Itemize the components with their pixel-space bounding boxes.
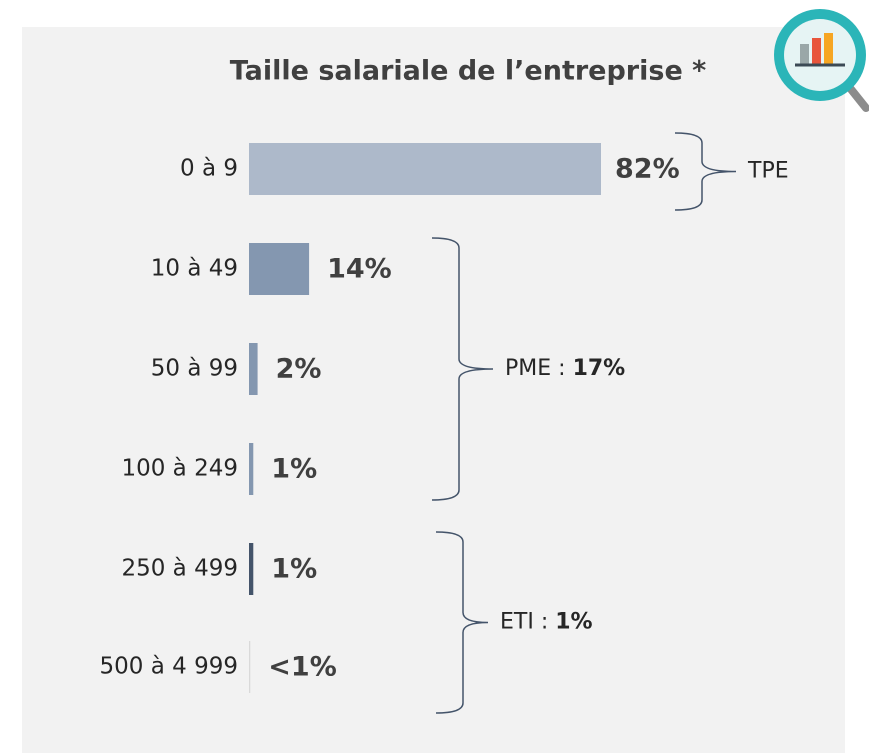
icon <box>774 9 869 112</box>
value-label: 14% <box>327 254 392 285</box>
bar <box>249 143 601 195</box>
group-value: 1% <box>555 610 592 635</box>
bar <box>249 343 258 395</box>
category-label: 500 à 4 999 <box>100 654 238 680</box>
chart-title: Taille salariale de l’entreprise * <box>230 56 707 87</box>
bracket <box>674 132 737 211</box>
bar <box>249 243 310 295</box>
group-value: 17% <box>573 356 626 381</box>
category-label: 100 à 249 <box>121 456 238 482</box>
group-name: TPE <box>747 159 789 184</box>
group-label: ETI : 1% <box>500 610 593 635</box>
bar <box>249 641 251 693</box>
category-label: 50 à 99 <box>151 356 238 382</box>
category-label: 250 à 499 <box>121 556 238 582</box>
bracket <box>431 237 494 501</box>
value-label: 82% <box>615 154 680 185</box>
group-label: PME : 17% <box>505 356 625 381</box>
category-label: 10 à 49 <box>151 256 238 282</box>
group-name: ETI : <box>500 610 548 635</box>
value-label: 1% <box>271 454 317 485</box>
bar <box>249 443 254 495</box>
bar <box>249 543 254 595</box>
bracket <box>435 531 489 714</box>
value-label: 2% <box>276 354 322 385</box>
category-label: 0 à 9 <box>180 156 238 182</box>
value-label: <1% <box>268 652 336 683</box>
value-label: 1% <box>271 554 317 585</box>
group-label: TPE <box>747 159 789 184</box>
group-name: PME : <box>505 356 566 381</box>
panel <box>22 27 845 753</box>
